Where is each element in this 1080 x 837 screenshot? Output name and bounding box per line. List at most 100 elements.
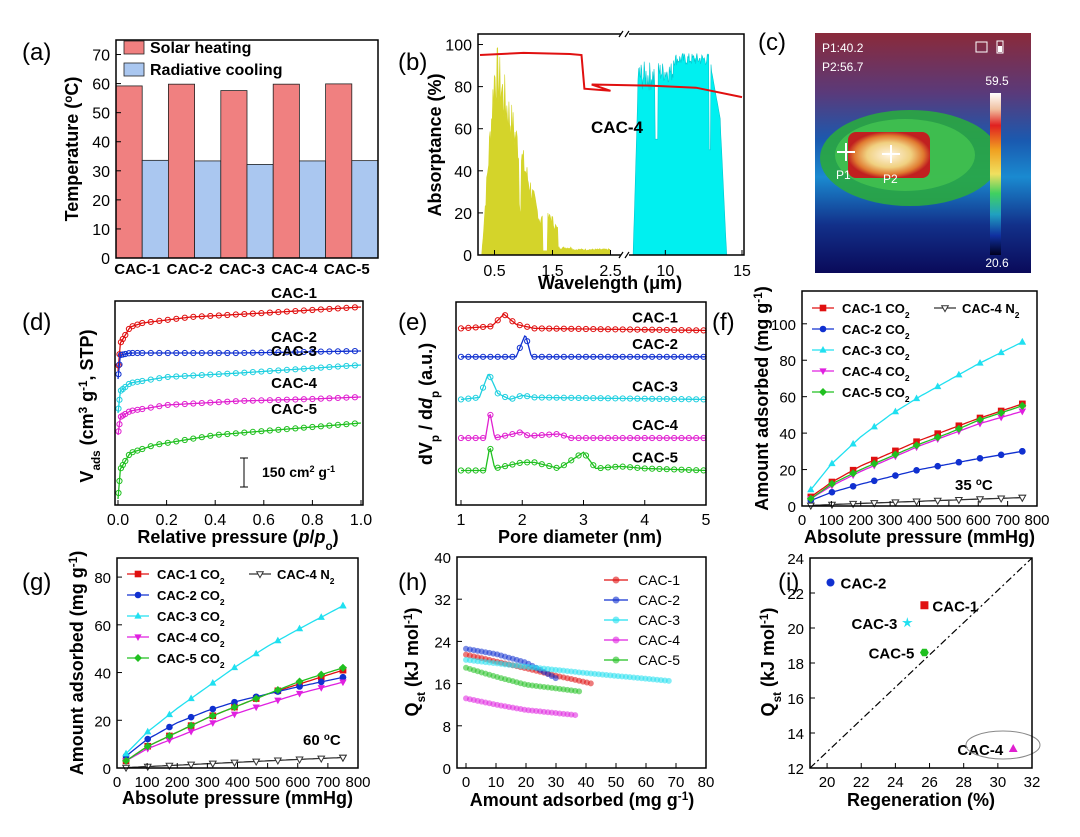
- data-point: [641, 353, 648, 360]
- data-point: [275, 367, 282, 374]
- data-point: [641, 465, 648, 472]
- thermal-color-scale: [990, 93, 1001, 255]
- data-point: [139, 349, 146, 357]
- data-point: [187, 728, 195, 736]
- text-part: 60: [303, 732, 324, 749]
- data-point: [656, 395, 663, 402]
- data-point: [190, 349, 197, 357]
- legend-label: CAC-1: [638, 572, 680, 588]
- y-axis-title: Amount adsorbed (mg g-1): [752, 286, 773, 510]
- tick-label: 80: [779, 353, 796, 370]
- data-point: [656, 434, 663, 442]
- data-point: [597, 353, 604, 360]
- y-axis-title: Temperature (oC): [62, 77, 83, 222]
- data-point: [849, 469, 858, 478]
- data-point: [309, 423, 316, 431]
- text-part: CAC-4 CO: [157, 630, 220, 645]
- data-point: [612, 353, 619, 360]
- data-point: [300, 365, 307, 372]
- tick-label: 18: [787, 656, 804, 673]
- data-point: [156, 375, 163, 382]
- tick-label: 40: [92, 135, 110, 152]
- data-point: [198, 399, 205, 407]
- tick-label: 800: [1024, 512, 1049, 529]
- point-label: CAC-3: [851, 616, 897, 633]
- data-point: [693, 327, 700, 334]
- data-point: [552, 675, 559, 682]
- text-part: 2: [905, 373, 910, 383]
- legend-marker: [612, 636, 620, 644]
- text-part: C): [62, 77, 82, 96]
- data-point: [590, 395, 597, 402]
- data-point: [976, 415, 984, 424]
- data-point: [619, 434, 626, 442]
- data-point: [678, 434, 685, 442]
- tick-label: 70: [668, 774, 685, 791]
- tick-label: 32: [434, 592, 451, 609]
- tick-label: 700: [315, 774, 340, 791]
- legend-label: CAC-1 CO2: [842, 301, 910, 320]
- data-point: [538, 461, 545, 468]
- data-point: [187, 721, 196, 730]
- legend-marker: [134, 654, 142, 662]
- tick-label: 60: [638, 774, 655, 791]
- data-point: [309, 365, 316, 372]
- data-point: [122, 383, 129, 391]
- text-part: CAC-2 CO: [842, 322, 905, 337]
- data-point: [208, 760, 217, 769]
- data-point: [590, 462, 597, 469]
- data-point: [300, 424, 307, 431]
- tick-label: 400: [225, 774, 250, 791]
- data-point: [173, 373, 180, 380]
- data-point: [326, 348, 333, 355]
- tick-label: 0.6: [253, 512, 275, 529]
- data-point: [215, 349, 222, 357]
- data-point: [207, 432, 214, 439]
- text-part: -1: [758, 613, 771, 624]
- data-point: [266, 367, 273, 375]
- text-part: 35: [955, 477, 976, 494]
- tick-label: 60: [92, 77, 110, 94]
- text-part: 2: [330, 576, 335, 586]
- tick-label: 100: [445, 38, 472, 55]
- data-point: [147, 404, 154, 411]
- adsorption-series: [122, 663, 347, 765]
- data-point: [457, 396, 465, 403]
- legend-label: CAC-5 CO2: [842, 385, 910, 404]
- data-point: [538, 353, 545, 360]
- panel-label: (f): [712, 309, 735, 336]
- data-point: [457, 434, 465, 442]
- data-point: [119, 351, 126, 358]
- data-point: [116, 421, 123, 428]
- isotherm-series: [115, 362, 362, 414]
- data-point: [166, 723, 173, 731]
- data-point: [317, 348, 325, 355]
- data-point: [575, 452, 582, 459]
- tick-label: 300: [878, 512, 903, 529]
- data-point: [870, 422, 878, 430]
- y-axis-title: Amount adsorbed (mg g-1): [67, 551, 88, 775]
- qst-series: [462, 664, 583, 695]
- data-point: [582, 394, 590, 402]
- panel-label: (i): [778, 569, 799, 596]
- tick-label: 0.0: [107, 512, 129, 529]
- data-point: [870, 459, 879, 468]
- data-point: [252, 649, 260, 657]
- data-point: [494, 317, 501, 324]
- data-point: [258, 397, 265, 404]
- tick-label: 0: [462, 774, 470, 791]
- data-point: [531, 432, 538, 439]
- data-point: [663, 326, 670, 334]
- data-point: [546, 325, 553, 332]
- tick-label: 100: [771, 317, 796, 334]
- data-point: [249, 369, 256, 376]
- data-point: [553, 325, 560, 332]
- data-point: [457, 325, 465, 332]
- data-point: [560, 325, 568, 332]
- text-part: CAC-5 CO: [842, 385, 905, 400]
- data-point: [283, 366, 290, 373]
- data-point: [143, 763, 152, 772]
- data-point: [326, 363, 333, 371]
- data-point: [139, 405, 146, 413]
- legend-label: CAC-4 N2: [277, 567, 335, 586]
